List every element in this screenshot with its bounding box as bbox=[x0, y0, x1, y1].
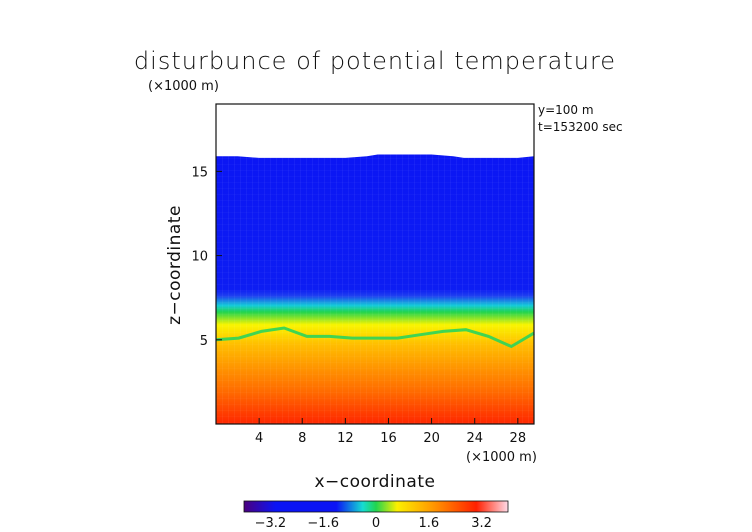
colorbar-tick-label: 3.2 bbox=[471, 516, 492, 531]
y-ticks: 5 10 15 bbox=[191, 165, 222, 349]
y-tick-label: 15 bbox=[191, 165, 208, 180]
y-axis-label: z−coordinate bbox=[165, 205, 185, 325]
x-tick-label: 16 bbox=[380, 431, 397, 446]
colorbar: −3.2 −1.6 0 1.6 3.2 bbox=[243, 500, 509, 531]
colorbar-tick-label: 1.6 bbox=[418, 516, 439, 531]
plot-frame bbox=[215, 103, 535, 425]
colorbar-gradient bbox=[243, 500, 509, 513]
x-axis-label: x−coordinate bbox=[315, 472, 436, 492]
y-tick-label: 10 bbox=[191, 250, 208, 265]
y-tick-label: 5 bbox=[200, 334, 208, 349]
x-ticks: 4 8 12 16 20 24 28 bbox=[255, 418, 526, 446]
x-tick-label: 24 bbox=[466, 431, 483, 446]
x-tick-label: 8 bbox=[298, 431, 306, 446]
x-tick-label: 28 bbox=[510, 431, 527, 446]
empty-upper-region bbox=[216, 104, 534, 158]
chart-subtitle: (×1000 m) bbox=[148, 79, 219, 94]
x-axis-unit: (×1000 m) bbox=[466, 450, 537, 465]
x-tick-label: 4 bbox=[255, 431, 263, 446]
colorbar-tick-label: −3.2 bbox=[255, 516, 287, 531]
x-tick-label: 20 bbox=[423, 431, 440, 446]
colorbar-tick-label: −1.6 bbox=[307, 516, 339, 531]
colorbar-tick-label: 0 bbox=[372, 516, 380, 531]
plot-area: 4 8 12 16 20 24 28 5 10 15 bbox=[191, 103, 535, 446]
colorbar-ticks: −3.2 −1.6 0 1.6 3.2 bbox=[255, 516, 492, 531]
time-annotation: t=153200 sec bbox=[538, 120, 623, 134]
x-tick-label: 12 bbox=[337, 431, 354, 446]
chart-title: disturbunce of potential temperature bbox=[134, 47, 616, 75]
inversion-layer bbox=[215, 326, 535, 349]
y-value-annotation: y=100 m bbox=[538, 103, 594, 117]
